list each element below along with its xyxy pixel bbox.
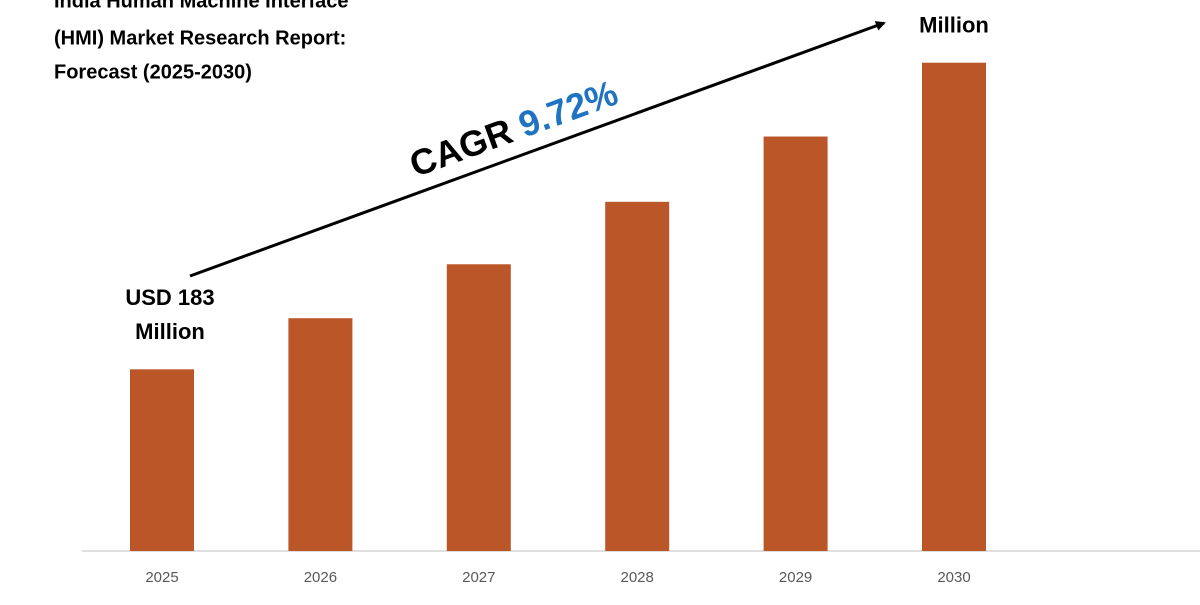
bar — [922, 62, 986, 551]
value-label: USD 291 — [909, 0, 998, 4]
bar — [288, 318, 353, 551]
x-tick-label: 2026 — [304, 569, 337, 586]
bar — [446, 264, 511, 551]
value-label: Million — [135, 319, 205, 344]
value-label: Million — [919, 13, 989, 38]
bar — [605, 201, 670, 552]
bar — [130, 369, 194, 551]
chart-title: India Human Machine Interface — [54, 0, 349, 12]
x-tick-label: 2030 — [937, 569, 970, 586]
bar — [763, 136, 828, 551]
chart-title: (HMI) Market Research Report: — [54, 27, 346, 49]
x-tick-label: 2025 — [145, 569, 178, 586]
chart-title: Forecast (2025-2030) — [54, 61, 252, 83]
growth-arrow — [189, 21, 886, 278]
x-tick-label: 2029 — [779, 569, 812, 586]
value-label: USD 183 — [125, 285, 214, 310]
x-tick-label: 2027 — [462, 569, 495, 586]
x-tick-label: 2028 — [621, 569, 654, 586]
